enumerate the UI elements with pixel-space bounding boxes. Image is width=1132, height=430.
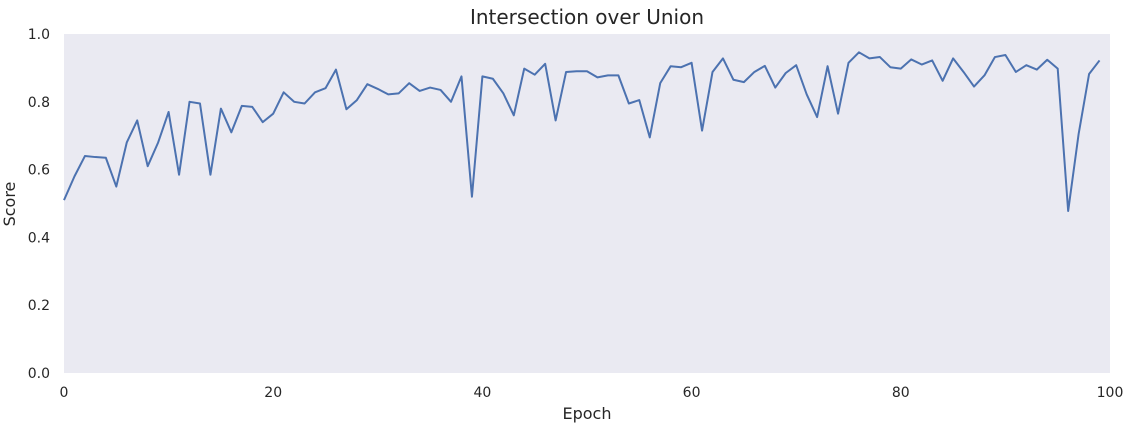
x-tick-label: 60 (683, 385, 701, 401)
chart-title: Intersection over Union (470, 5, 704, 29)
y-tick-label: 0.6 (28, 163, 50, 179)
y-tick-label: 0.8 (28, 95, 50, 111)
series-line-iou (63, 51, 1101, 212)
x-tick-label: 80 (892, 385, 910, 401)
x-axis-ticks: 0 20 40 60 80 100 (60, 385, 1124, 401)
plot-background (64, 34, 1110, 373)
y-tick-label: 0.4 (28, 230, 50, 246)
y-axis-label: Score (0, 182, 19, 227)
y-tick-label: 0.2 (28, 298, 50, 314)
x-tick-label: 0 (60, 385, 69, 401)
y-axis-ticks: 0.0 0.2 0.4 0.6 0.8 1.0 (28, 27, 50, 382)
x-tick-label: 100 (1097, 385, 1124, 401)
x-axis-label: Epoch (563, 404, 612, 423)
x-tick-label: 20 (264, 385, 282, 401)
y-tick-label: 0.0 (28, 366, 50, 382)
y-tick-label: 1.0 (28, 27, 50, 43)
x-tick-label: 40 (473, 385, 491, 401)
